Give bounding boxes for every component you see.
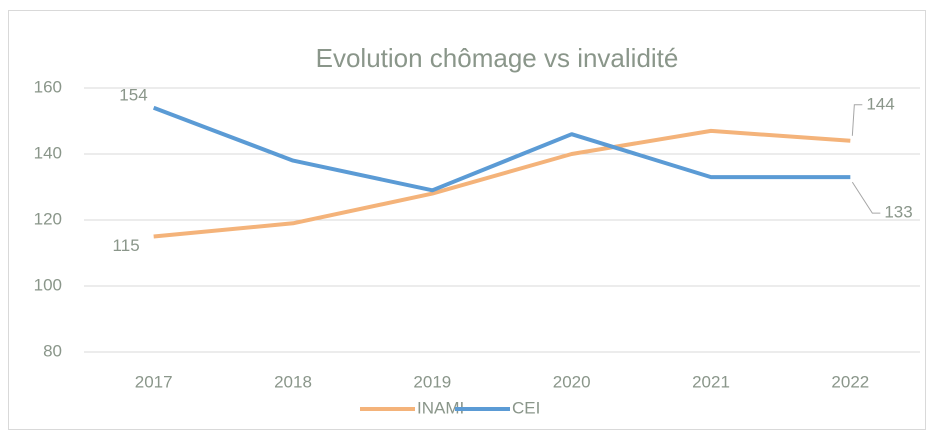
y-tick-label: 80	[43, 341, 62, 360]
legend-label: CEI	[512, 398, 540, 417]
data-label: 144	[866, 94, 894, 113]
y-tick-label: 160	[34, 77, 62, 96]
x-tick-label: 2021	[692, 372, 730, 391]
leader-line	[851, 181, 881, 214]
chart-title: Evolution chômage vs invalidité	[316, 43, 679, 73]
y-tick-label: 100	[34, 275, 62, 294]
x-tick-label: 2022	[831, 372, 869, 391]
x-tick-label: 2018	[274, 372, 312, 391]
x-tick-label: 2017	[135, 372, 173, 391]
legend-label: INAMI	[417, 398, 464, 417]
y-tick-label: 140	[34, 143, 62, 162]
series-line	[153, 128, 851, 239]
data-label: 115	[113, 236, 140, 255]
data-label: 154	[119, 85, 147, 104]
x-tick-label: 2020	[553, 372, 591, 391]
y-tick-label: 120	[34, 209, 62, 228]
series-line	[152, 105, 851, 193]
leader-line	[851, 104, 863, 136]
data-label: 133	[884, 203, 912, 222]
x-tick-label: 2019	[413, 372, 451, 391]
